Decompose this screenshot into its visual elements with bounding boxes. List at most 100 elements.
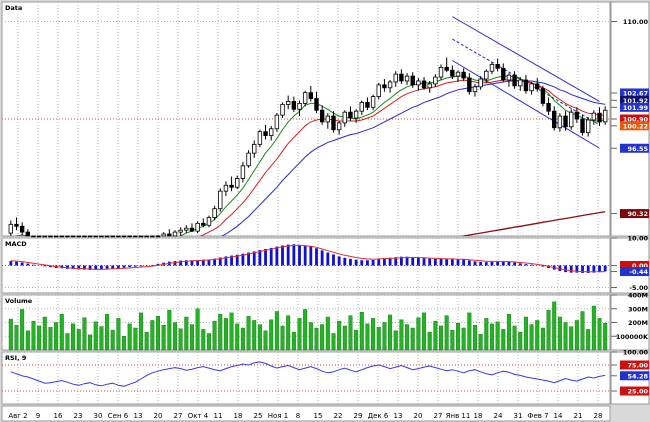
- candle-body: [76, 235, 81, 238]
- volume-bar: [444, 315, 449, 351]
- price-axis-label: 101.99: [623, 104, 649, 112]
- candle-body: [314, 98, 319, 111]
- candle-body: [410, 75, 415, 86]
- candle-body: [348, 111, 353, 119]
- macd-histogram-bar: [592, 265, 596, 273]
- volume-bar: [8, 318, 13, 351]
- volume-bar: [291, 331, 296, 351]
- candle-body: [285, 101, 291, 105]
- candle-body: [189, 227, 195, 232]
- macd-histogram-bar: [241, 253, 245, 266]
- volume-bar: [184, 316, 189, 351]
- volume-bar: [314, 327, 319, 351]
- volume-bar: [48, 327, 53, 351]
- candle-body: [495, 64, 500, 69]
- volume-bar: [155, 316, 160, 351]
- macd-histogram-bar: [530, 264, 533, 266]
- macd-histogram-bar: [15, 261, 18, 266]
- volume-axis-frame: [610, 294, 650, 351]
- volume-bar: [450, 329, 455, 351]
- volume-bar: [31, 320, 36, 351]
- macd-histogram-bar: [235, 254, 239, 266]
- price-value-tag: [620, 95, 649, 105]
- volume-bar: [337, 320, 342, 351]
- candle-body: [36, 235, 42, 238]
- candle-body: [433, 76, 438, 85]
- volume-bar: [410, 327, 415, 351]
- candle-body: [167, 233, 172, 237]
- macd-histogram-bar: [275, 246, 279, 266]
- candle-body: [116, 235, 121, 238]
- x-tick-label: Ноя 1: [268, 412, 288, 420]
- macd-histogram-bar: [252, 251, 256, 266]
- rsi-value-tag: [620, 360, 649, 370]
- volume-bar: [427, 331, 432, 351]
- candle-body: [404, 75, 410, 82]
- macd-histogram-bar: [360, 260, 364, 266]
- candle-body: [512, 74, 517, 87]
- candle-body: [336, 122, 342, 131]
- volume-bar: [246, 316, 251, 351]
- macd-panel-title: MACD: [5, 240, 27, 248]
- candle-body: [121, 235, 127, 238]
- volume-bar: [99, 326, 104, 351]
- volume-bar: [557, 316, 562, 351]
- macd-histogram-bar: [150, 264, 154, 266]
- x-tick-label: Авг 2: [8, 412, 27, 420]
- candle-body: [235, 178, 240, 188]
- macd-axis-label: 0.00: [632, 262, 649, 270]
- volume-bar: [20, 309, 25, 351]
- macd-histogram-bar: [133, 265, 137, 267]
- macd-histogram-bar: [105, 265, 109, 269]
- macd-histogram-bar: [122, 265, 126, 268]
- macd-axis-label: -0.44: [629, 268, 648, 276]
- macd-axis-label: -5.00: [629, 284, 648, 292]
- candle-body: [70, 235, 76, 238]
- x-tick-label: Дек 6: [368, 412, 389, 420]
- volume-bar: [308, 322, 313, 351]
- macd-histogram-bar: [303, 245, 307, 266]
- macd-histogram-bar: [462, 259, 466, 266]
- macd-histogram-bar: [207, 259, 211, 266]
- candle-body: [597, 112, 602, 123]
- candle-body: [585, 119, 591, 134]
- macd-histogram-bar: [83, 265, 86, 270]
- volume-bar: [195, 308, 200, 351]
- volume-bar: [586, 329, 591, 351]
- macd-histogram-bar: [94, 265, 98, 270]
- volume-bar: [489, 323, 494, 351]
- candle-body: [591, 112, 597, 121]
- x-tick-label: 11: [214, 412, 223, 420]
- macd-histogram-bar: [513, 262, 517, 266]
- volume-bar: [257, 324, 262, 351]
- volume-bar: [280, 325, 285, 351]
- volume-bar: [269, 319, 274, 351]
- macd-histogram-bar: [473, 261, 477, 266]
- volume-bar: [274, 311, 279, 351]
- macd-histogram-bar: [507, 261, 511, 266]
- volume-bar: [110, 329, 115, 351]
- macd-histogram-bar: [315, 248, 318, 266]
- macd-histogram-bar: [575, 265, 579, 273]
- candle-body: [342, 111, 347, 124]
- volume-bar: [144, 331, 149, 351]
- candle-body: [540, 88, 546, 104]
- volume-bar: [382, 322, 387, 351]
- volume-bar: [393, 330, 398, 351]
- x-tick-label: 18: [234, 412, 243, 420]
- volume-bar: [54, 322, 59, 351]
- x-tick-label: Окт 4: [188, 412, 209, 420]
- macd-histogram-bar: [298, 244, 301, 266]
- volume-bar: [161, 325, 166, 351]
- candle-body: [280, 103, 285, 116]
- x-tick-label: 18: [474, 412, 483, 420]
- macd-histogram-bar: [428, 258, 432, 266]
- volume-bar: [376, 327, 381, 351]
- candle-body: [14, 223, 19, 227]
- macd-histogram-bar: [586, 265, 590, 273]
- macd-histogram-bar: [179, 260, 183, 266]
- moving-average-line: [14, 75, 606, 236]
- macd-histogram-bar: [264, 249, 267, 266]
- macd-histogram-bar: [173, 261, 177, 266]
- x-tick-label: 13: [134, 412, 143, 420]
